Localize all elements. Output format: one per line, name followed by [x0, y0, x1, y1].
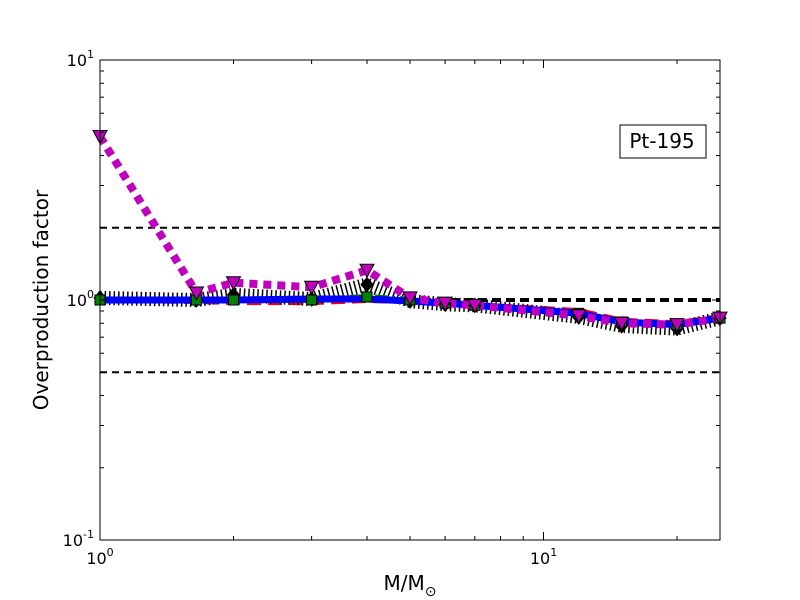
series-4-point — [669, 318, 685, 333]
y-tick-label: 100 — [67, 288, 94, 310]
y-tick-label: 10-1 — [63, 528, 94, 550]
series-4-point — [359, 263, 375, 279]
series-4-point — [466, 298, 483, 314]
series-2-point — [228, 294, 240, 306]
series-4-point — [570, 309, 587, 324]
series-4-point — [402, 291, 418, 306]
x-axis-label-main: M/M — [384, 571, 425, 595]
x-tick-label: 100 — [86, 546, 113, 568]
series-lines — [96, 134, 724, 336]
x-tick-label: 101 — [530, 546, 557, 568]
series-line-4 — [96, 134, 721, 329]
y-tick-label: 101 — [67, 48, 94, 70]
series-4-point — [188, 286, 205, 302]
x-axis-label: M/M⊙ — [384, 571, 437, 600]
series-2-point — [361, 291, 373, 303]
annotation-frame — [619, 124, 707, 159]
y-axis-label: Overproduction factor — [29, 189, 53, 410]
annotation-label: Pt-195 — [629, 129, 694, 153]
x-axis-label-subscript: ⊙ — [425, 584, 437, 600]
series-4-point — [613, 316, 630, 332]
series-4-point — [225, 276, 242, 291]
series-4-point — [437, 296, 453, 312]
series-4-point — [303, 280, 320, 296]
annotation-box: Pt-195 — [619, 124, 707, 159]
axis-ticks — [99, 59, 720, 541]
series-2-point — [306, 294, 318, 306]
series-markers — [92, 130, 728, 337]
